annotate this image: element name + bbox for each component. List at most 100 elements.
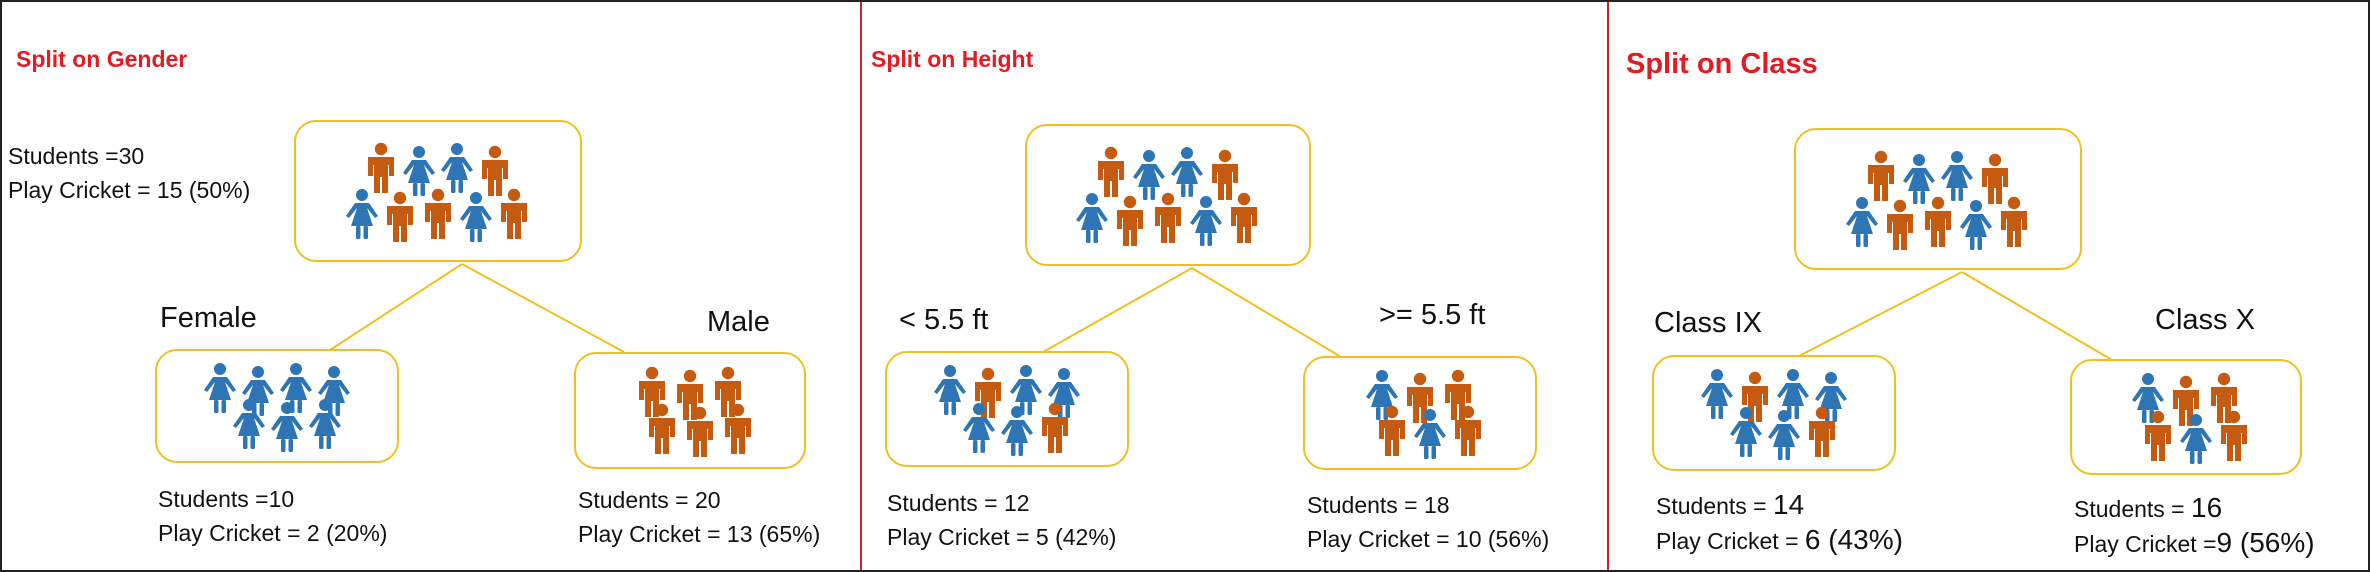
- male-student-icon: [387, 191, 413, 242]
- male-student-icon: [1212, 149, 1238, 200]
- male-student-icon: [1887, 199, 1913, 250]
- right-branch-label: Class X: [2155, 304, 2255, 336]
- root-node: [294, 120, 582, 262]
- female-student-icon: [1701, 369, 1733, 420]
- split-connectors: [1042, 267, 1342, 358]
- female-student-icon: [1133, 150, 1165, 200]
- panel-class: Split on Class Class IX Class X Students…: [1610, 2, 2368, 570]
- left-play-cricket-text: Play Cricket = 2 (20%): [158, 520, 388, 546]
- male-student-icon: [1379, 406, 1405, 457]
- female-student-icon: [1941, 151, 1973, 201]
- panel-divider: [1607, 2, 1609, 570]
- right-play-cricket-text: Play Cricket = 13 (65%): [578, 521, 821, 547]
- left-branch-label: < 5.5 ft: [899, 304, 989, 336]
- left-play-cricket-label: Play Cricket =: [1656, 528, 1805, 554]
- right-child-stats: Students = 16 Play Cricket =9 (56%): [2074, 491, 2315, 561]
- male-student-icon: [1982, 153, 2008, 204]
- right-play-cricket-value: 9 (56%): [2216, 527, 2315, 558]
- connector-right: [1191, 267, 1342, 358]
- connector-left: [326, 263, 463, 353]
- left-child-stats: Students = 12 Play Cricket = 5 (42%): [887, 486, 1116, 554]
- female-student-icon: [1768, 409, 1800, 460]
- female-student-icon: [309, 399, 341, 450]
- male-student-icon: [1868, 150, 1894, 201]
- female-student-icon: [1777, 369, 1809, 420]
- right-students-value: 16: [2191, 492, 2223, 523]
- left-child-node: [155, 349, 399, 463]
- male-student-icon: [368, 142, 394, 193]
- root-students-text: Students =30: [8, 143, 145, 169]
- root-node: [1025, 124, 1311, 266]
- female-student-icon: [1076, 193, 1108, 243]
- female-student-icon: [1048, 368, 1080, 419]
- left-students-value: 14: [1773, 489, 1805, 520]
- female-student-icon: [460, 192, 492, 242]
- female-student-icon: [403, 146, 435, 196]
- male-student-icon: [1098, 146, 1124, 197]
- root-stats: Students =30 Play Cricket = 15 (50%): [8, 139, 250, 207]
- right-students-value: 18: [1424, 492, 1450, 518]
- female-student-icon: [1414, 409, 1446, 460]
- male-student-icon: [425, 188, 451, 239]
- female-student-icon: [1010, 365, 1042, 416]
- left-child-node: [1652, 355, 1896, 471]
- female-student-icon: [1366, 369, 1398, 420]
- right-play-cricket-value: 10 (56%): [1455, 526, 1550, 552]
- female-student-icon: [1730, 406, 1762, 457]
- connector-left: [1042, 267, 1193, 353]
- panel-title: Split on Height: [871, 46, 1034, 72]
- male-student-icon: [687, 407, 713, 458]
- male-student-icon: [1155, 192, 1181, 243]
- split-connectors: [1796, 271, 2113, 361]
- female-student-icon: [1960, 200, 1992, 250]
- right-students-label: Students =: [2074, 496, 2191, 522]
- male-student-icon: [725, 404, 751, 455]
- panel-title: Split on Gender: [16, 46, 188, 72]
- male-student-icon: [2145, 410, 2171, 461]
- female-student-icon: [963, 402, 995, 453]
- female-student-icon: [1171, 147, 1203, 197]
- left-students-label: Students =: [887, 490, 1004, 516]
- female-student-icon: [934, 365, 966, 416]
- left-students-text: Students =10: [158, 486, 295, 512]
- male-student-icon: [2001, 196, 2027, 247]
- female-student-icon: [242, 365, 274, 416]
- left-play-cricket-label: Play Cricket =: [887, 524, 1036, 550]
- right-branch-label: >= 5.5 ft: [1379, 299, 1486, 331]
- female-student-icon: [346, 189, 378, 239]
- male-student-icon: [1117, 195, 1143, 246]
- right-branch-label: Male: [707, 306, 770, 338]
- left-students-label: Students =: [1656, 493, 1773, 519]
- female-student-icon: [441, 143, 473, 193]
- female-student-icon: [233, 399, 265, 450]
- panel-height: Split on Height < 5.5 ft >= 5.5 ft Stude…: [863, 2, 1607, 570]
- female-student-icon: [1815, 372, 1847, 423]
- female-student-icon: [280, 362, 312, 413]
- left-child-stats: Students = 14 Play Cricket = 6 (43%): [1656, 488, 1903, 558]
- right-students-text: Students = 20: [578, 487, 721, 513]
- female-student-icon: [271, 402, 303, 453]
- left-child-stats: Students =10 Play Cricket = 2 (20%): [158, 482, 387, 550]
- left-students-value: 12: [1004, 490, 1030, 516]
- right-child-stats: Students = 18 Play Cricket = 10 (56%): [1307, 488, 1549, 556]
- male-student-icon: [482, 145, 508, 196]
- male-student-icon: [1042, 402, 1068, 453]
- right-child-stats: Students = 20 Play Cricket = 13 (65%): [578, 483, 820, 551]
- male-student-icon: [1809, 406, 1835, 457]
- right-child-node: [2070, 359, 2302, 475]
- male-student-icon: [1455, 406, 1481, 457]
- left-child-node: [885, 351, 1129, 467]
- female-student-icon: [1846, 197, 1878, 247]
- panel-title: Split on Class: [1626, 48, 1818, 80]
- male-student-icon: [1925, 196, 1951, 247]
- panel-gender: Split on Gender Students =30 Play Cricke…: [2, 2, 860, 570]
- right-play-cricket-label: Play Cricket =: [2074, 531, 2217, 557]
- left-branch-label: Class IX: [1654, 307, 1762, 339]
- connector-right: [461, 263, 625, 353]
- male-student-icon: [501, 188, 527, 239]
- female-student-icon: [1190, 196, 1222, 246]
- female-student-icon: [204, 362, 236, 413]
- right-students-label: Students =: [1307, 492, 1424, 518]
- connector-right: [1961, 271, 2113, 361]
